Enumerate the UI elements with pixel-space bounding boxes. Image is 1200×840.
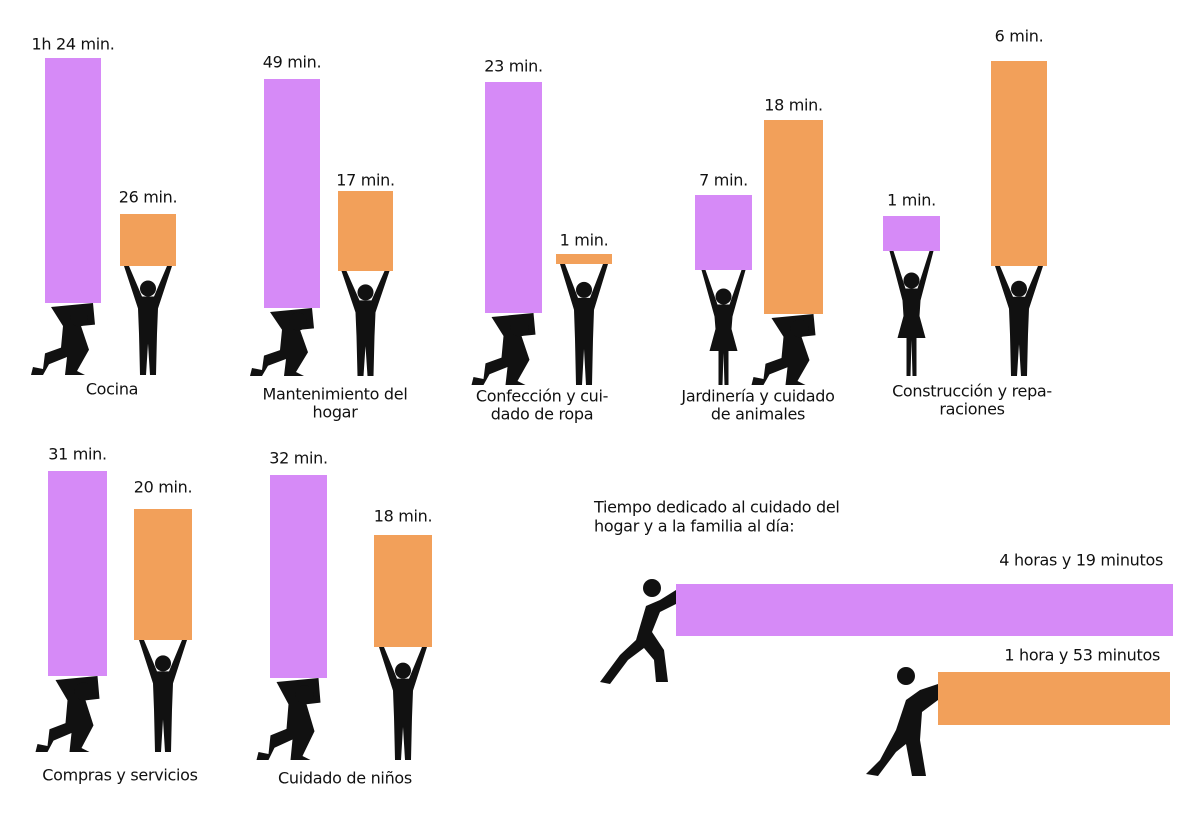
pushing-woman-head <box>643 579 661 597</box>
kneeling-head <box>295 685 314 704</box>
men-bar <box>134 509 192 640</box>
kneeling-head <box>790 319 809 338</box>
category-label: hogar <box>313 403 359 422</box>
men-total-bar <box>938 672 1170 725</box>
men-value: 1 min. <box>560 231 609 250</box>
kneeling-head <box>74 682 93 701</box>
men-value: 18 min. <box>764 96 823 115</box>
women-bar <box>485 82 542 313</box>
man-head <box>357 284 374 301</box>
men-bar <box>120 214 176 266</box>
category-label: Jardinería y cuidado <box>680 387 834 406</box>
men-bar <box>338 191 393 271</box>
men-bar <box>556 254 612 264</box>
category-label: Mantenimiento del <box>263 385 408 404</box>
summary-title: Tiempo dedicado al cuidado del <box>593 498 840 517</box>
man-head <box>576 281 592 298</box>
man-head <box>395 662 411 679</box>
man-figure <box>341 271 390 376</box>
woman-figure <box>701 270 746 385</box>
man-head <box>140 280 156 297</box>
category-label: Confección y cui- <box>476 387 608 406</box>
man-head <box>155 655 171 672</box>
men-value: 6 min. <box>995 27 1044 46</box>
woman-head <box>715 288 732 305</box>
kneeling-head <box>70 308 88 327</box>
men-value: 26 min. <box>119 188 178 207</box>
men-value: 17 min. <box>336 171 395 190</box>
category-label: dado de ropa <box>491 405 593 424</box>
men-total: 1 hora y 53 minutos <box>1004 646 1160 665</box>
category-label: Cocina <box>86 380 138 399</box>
kneeling-head <box>289 312 307 331</box>
man-figure <box>995 266 1043 376</box>
category-label: raciones <box>939 400 1004 419</box>
category-label: Compras y servicios <box>42 766 197 785</box>
men-value: 20 min. <box>134 478 193 497</box>
women-bar <box>695 195 752 270</box>
men-bar <box>374 535 432 647</box>
women-value: 23 min. <box>484 57 543 76</box>
men-bar <box>991 61 1047 266</box>
women-value: 32 min. <box>269 449 328 468</box>
man-figure <box>139 640 187 752</box>
women-bar <box>270 475 327 678</box>
woman-head <box>903 272 920 289</box>
category-label: Cuidado de niños <box>278 769 412 788</box>
women-value: 49 min. <box>263 53 322 72</box>
man-figure <box>124 266 172 375</box>
women-bar <box>45 58 101 303</box>
women-value: 31 min. <box>48 445 107 464</box>
pushing-woman <box>600 590 676 684</box>
kneeling-head <box>510 318 529 337</box>
men-bar <box>764 120 823 314</box>
women-total-bar <box>676 584 1173 636</box>
women-bar <box>264 79 320 308</box>
category-label: Construcción y repa- <box>892 382 1052 401</box>
women-value: 1h 24 min. <box>31 35 114 54</box>
woman-figure <box>889 251 934 376</box>
men-value: 18 min. <box>374 507 433 526</box>
women-bar <box>48 471 107 676</box>
man-head <box>1011 280 1027 297</box>
women-bar <box>883 216 940 251</box>
pushing-man <box>866 684 938 776</box>
summary-title: hogar y a la familia al día: <box>594 517 794 536</box>
man-figure <box>560 264 608 385</box>
women-value: 7 min. <box>699 171 748 190</box>
pushing-man-head <box>897 667 915 685</box>
women-total: 4 horas y 19 minutos <box>999 551 1163 570</box>
man-figure <box>379 647 427 760</box>
women-value: 1 min. <box>887 191 936 210</box>
category-label: de animales <box>711 405 805 424</box>
